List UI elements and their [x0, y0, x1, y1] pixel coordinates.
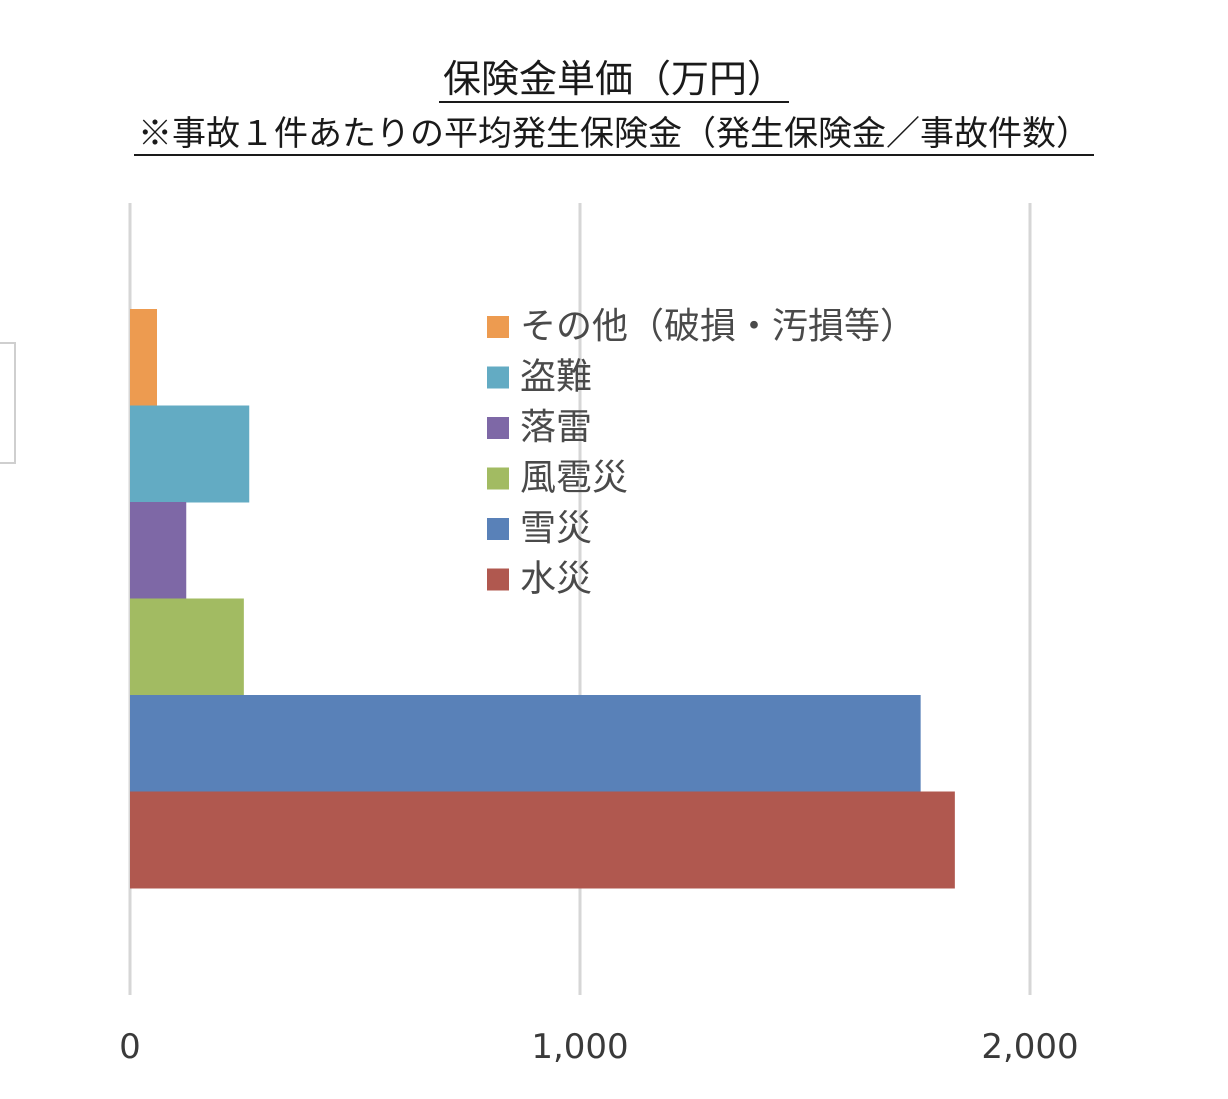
legend-label-3: 風雹災 — [520, 458, 628, 499]
x-tick-label-2: 2,000 — [981, 1027, 1078, 1067]
side-panel-edge — [0, 342, 16, 464]
chart-title: 保険金単価（万円） — [0, 48, 1228, 103]
legend-swatch-5 — [487, 568, 509, 591]
legend-swatch-1 — [487, 366, 509, 389]
bar-5 — [130, 791, 955, 889]
bar-0 — [130, 309, 157, 406]
bar-1 — [130, 405, 250, 503]
chart-subtitle: ※事故１件あたりの平均発生保険金（発生保険金／事故件数） — [0, 106, 1228, 156]
bar-3 — [130, 598, 244, 696]
legend-swatch-4 — [487, 518, 509, 540]
legend-swatch-0 — [487, 316, 509, 338]
legend-label-0: その他（破損・汚損等） — [520, 306, 916, 347]
bar-2 — [130, 502, 187, 599]
legend-label-2: 落雷 — [520, 407, 592, 448]
legend-label-4: 雪災 — [520, 508, 592, 549]
x-tick-label-0: 0 — [119, 1027, 141, 1067]
x-tick-label-1: 1,000 — [531, 1027, 628, 1067]
legend-label-1: 盗難 — [520, 357, 592, 398]
legend-label-5: 水災 — [520, 559, 592, 600]
legend-swatch-2 — [487, 417, 509, 439]
legend-swatch-3 — [487, 467, 509, 490]
bar-4 — [130, 695, 921, 792]
